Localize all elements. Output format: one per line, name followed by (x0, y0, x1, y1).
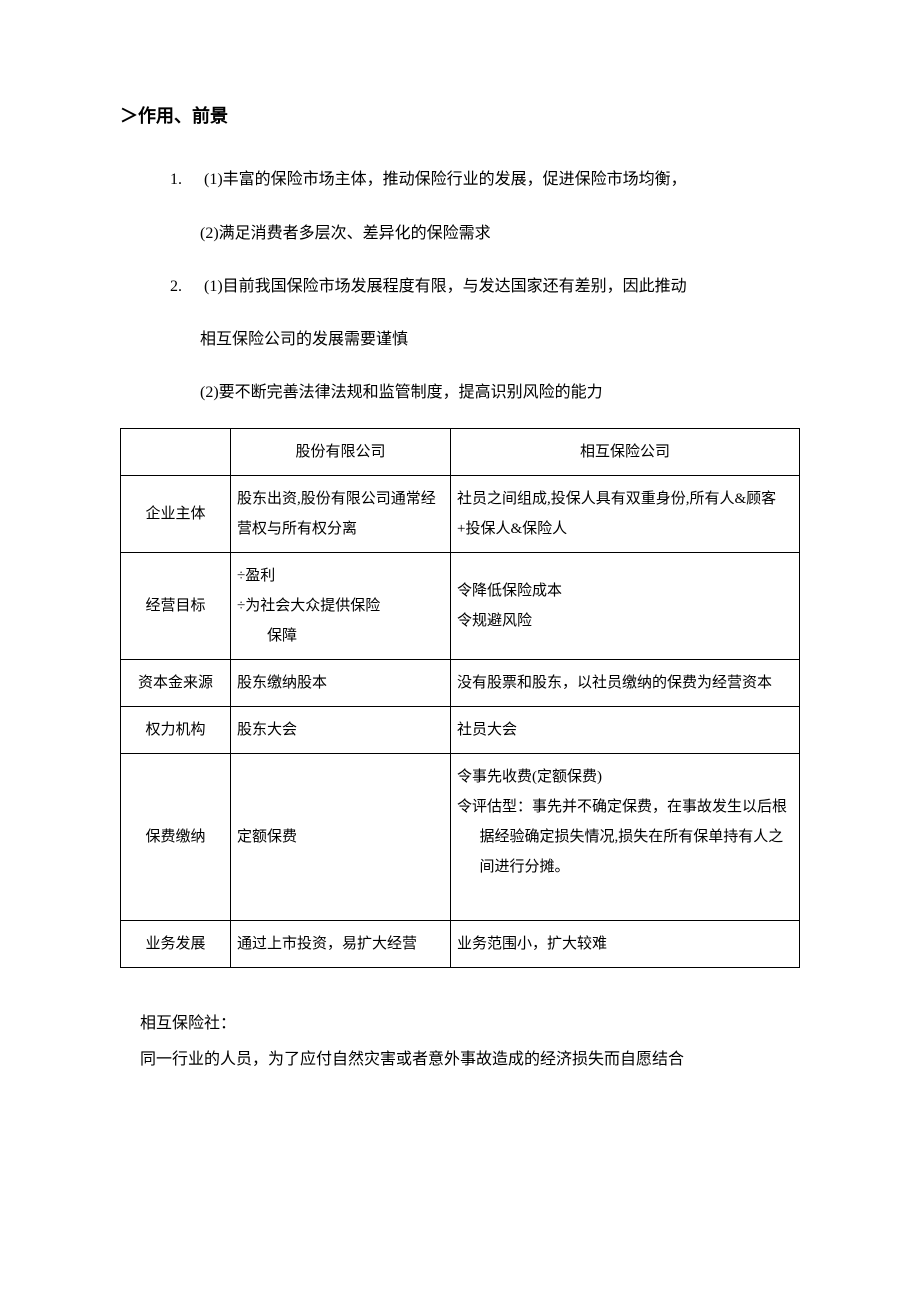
row-5-col-2-line-2: 令评估型：事先并不确定保费，在事故发生以后根据经验确定损失情况,损失在所有保单持… (457, 792, 793, 882)
points-list: 1. (1)丰富的保险市场主体，推动保险行业的发展，促进保险市场均衡， (2)满… (120, 162, 800, 410)
footer-line-1: 相互保险社： (140, 1008, 800, 1040)
table-row: 企业主体 股东出资,股份有限公司通常经营权与所有权分离 社员之间组成,投保人具有… (121, 476, 800, 553)
footer-section: 相互保险社： 同一行业的人员，为了应付自然灾害或者意外事故造成的经济损失而自愿结… (120, 1008, 800, 1076)
row-2-col-2-line-2: 令规避风险 (457, 606, 793, 636)
row-5-col-2: 令事先收费(定额保费) 令评估型：事先并不确定保费，在事故发生以后根据经验确定损… (451, 754, 800, 921)
table-row: 业务发展 通过上市投资，易扩大经营 业务范围小，扩大较难 (121, 921, 800, 968)
table-row: 经营目标 ÷盈利 ÷为社会大众提供保险 保障 令降低保险成本 令规避风险 (121, 553, 800, 660)
header-empty-cell (121, 429, 231, 476)
row-3-col-1: 股东缴纳股本 (231, 660, 451, 707)
point-2-line-1b: 相互保险公司的发展需要谨慎 (170, 322, 800, 357)
point-1-line-2: (2)满足消费者多层次、差异化的保险需求 (170, 216, 800, 251)
row-2-col-1-line-3: 保障 (237, 621, 444, 651)
row-1-label: 企业主体 (121, 476, 231, 553)
table-header-row: 股份有限公司 相互保险公司 (121, 429, 800, 476)
point-1: 1. (1)丰富的保险市场主体，推动保险行业的发展，促进保险市场均衡， (2)满… (170, 162, 800, 250)
row-6-col-2: 业务范围小，扩大较难 (451, 921, 800, 968)
point-2-text-1b: 相互保险公司的发展需要谨慎 (200, 331, 408, 348)
row-1-col-2: 社员之间组成,投保人具有双重身份,所有人&顾客+投保人&保险人 (451, 476, 800, 553)
point-2: 2. (1)目前我国保险市场发展程度有限，与发达国家还有差别，因此推动 相互保险… (170, 269, 800, 411)
row-1-col-1: 股东出资,股份有限公司通常经营权与所有权分离 (231, 476, 451, 553)
footer-line-2: 同一行业的人员，为了应付自然灾害或者意外事故造成的经济损失而自愿结合 (140, 1044, 800, 1076)
point-2-line-2: (2)要不断完善法律法规和监管制度，提高识别风险的能力 (170, 375, 800, 410)
row-2-label: 经营目标 (121, 553, 231, 660)
point-2-text-2: (2)要不断完善法律法规和监管制度，提高识别风险的能力 (200, 384, 603, 401)
row-6-col-1: 通过上市投资，易扩大经营 (231, 921, 451, 968)
row-5-col-1: 定额保费 (231, 754, 451, 921)
row-5-label: 保费缴纳 (121, 754, 231, 921)
point-1-text-1: (1)丰富的保险市场主体，推动保险行业的发展，促进保险市场均衡， (204, 171, 687, 188)
row-4-label: 权力机构 (121, 707, 231, 754)
row-2-col-2: 令降低保险成本 令规避风险 (451, 553, 800, 660)
row-3-col-2: 没有股票和股东，以社员缴纳的保费为经营资本 (451, 660, 800, 707)
row-2-col-1-line-2: ÷为社会大众提供保险 (237, 591, 444, 621)
header-col-2: 相互保险公司 (451, 429, 800, 476)
row-2-col-2-line-1: 令降低保险成本 (457, 576, 793, 606)
point-2-text-1: (1)目前我国保险市场发展程度有限，与发达国家还有差别，因此推动 (204, 278, 687, 295)
row-4-col-2: 社员大会 (451, 707, 800, 754)
point-1-line-1: 1. (1)丰富的保险市场主体，推动保险行业的发展，促进保险市场均衡， (170, 162, 800, 197)
table-row: 权力机构 股东大会 社员大会 (121, 707, 800, 754)
table-row: 资本金来源 股东缴纳股本 没有股票和股东，以社员缴纳的保费为经营资本 (121, 660, 800, 707)
point-1-number: 1. (170, 162, 200, 197)
table-row: 保费缴纳 定额保费 令事先收费(定额保费) 令评估型：事先并不确定保费，在事故发… (121, 754, 800, 921)
header-col-1: 股份有限公司 (231, 429, 451, 476)
comparison-table: 股份有限公司 相互保险公司 企业主体 股东出资,股份有限公司通常经营权与所有权分… (120, 428, 800, 968)
row-2-col-1-line-1: ÷盈利 (237, 561, 444, 591)
row-4-col-1: 股东大会 (231, 707, 451, 754)
point-1-text-2: (2)满足消费者多层次、差异化的保险需求 (200, 225, 491, 242)
row-5-col-2-line-1: 令事先收费(定额保费) (457, 762, 793, 792)
row-2-col-1: ÷盈利 ÷为社会大众提供保险 保障 (231, 553, 451, 660)
point-2-number: 2. (170, 269, 200, 304)
row-3-label: 资本金来源 (121, 660, 231, 707)
section-heading: ＞作用、前景 (120, 100, 800, 132)
row-6-label: 业务发展 (121, 921, 231, 968)
point-2-line-1: 2. (1)目前我国保险市场发展程度有限，与发达国家还有差别，因此推动 (170, 269, 800, 304)
